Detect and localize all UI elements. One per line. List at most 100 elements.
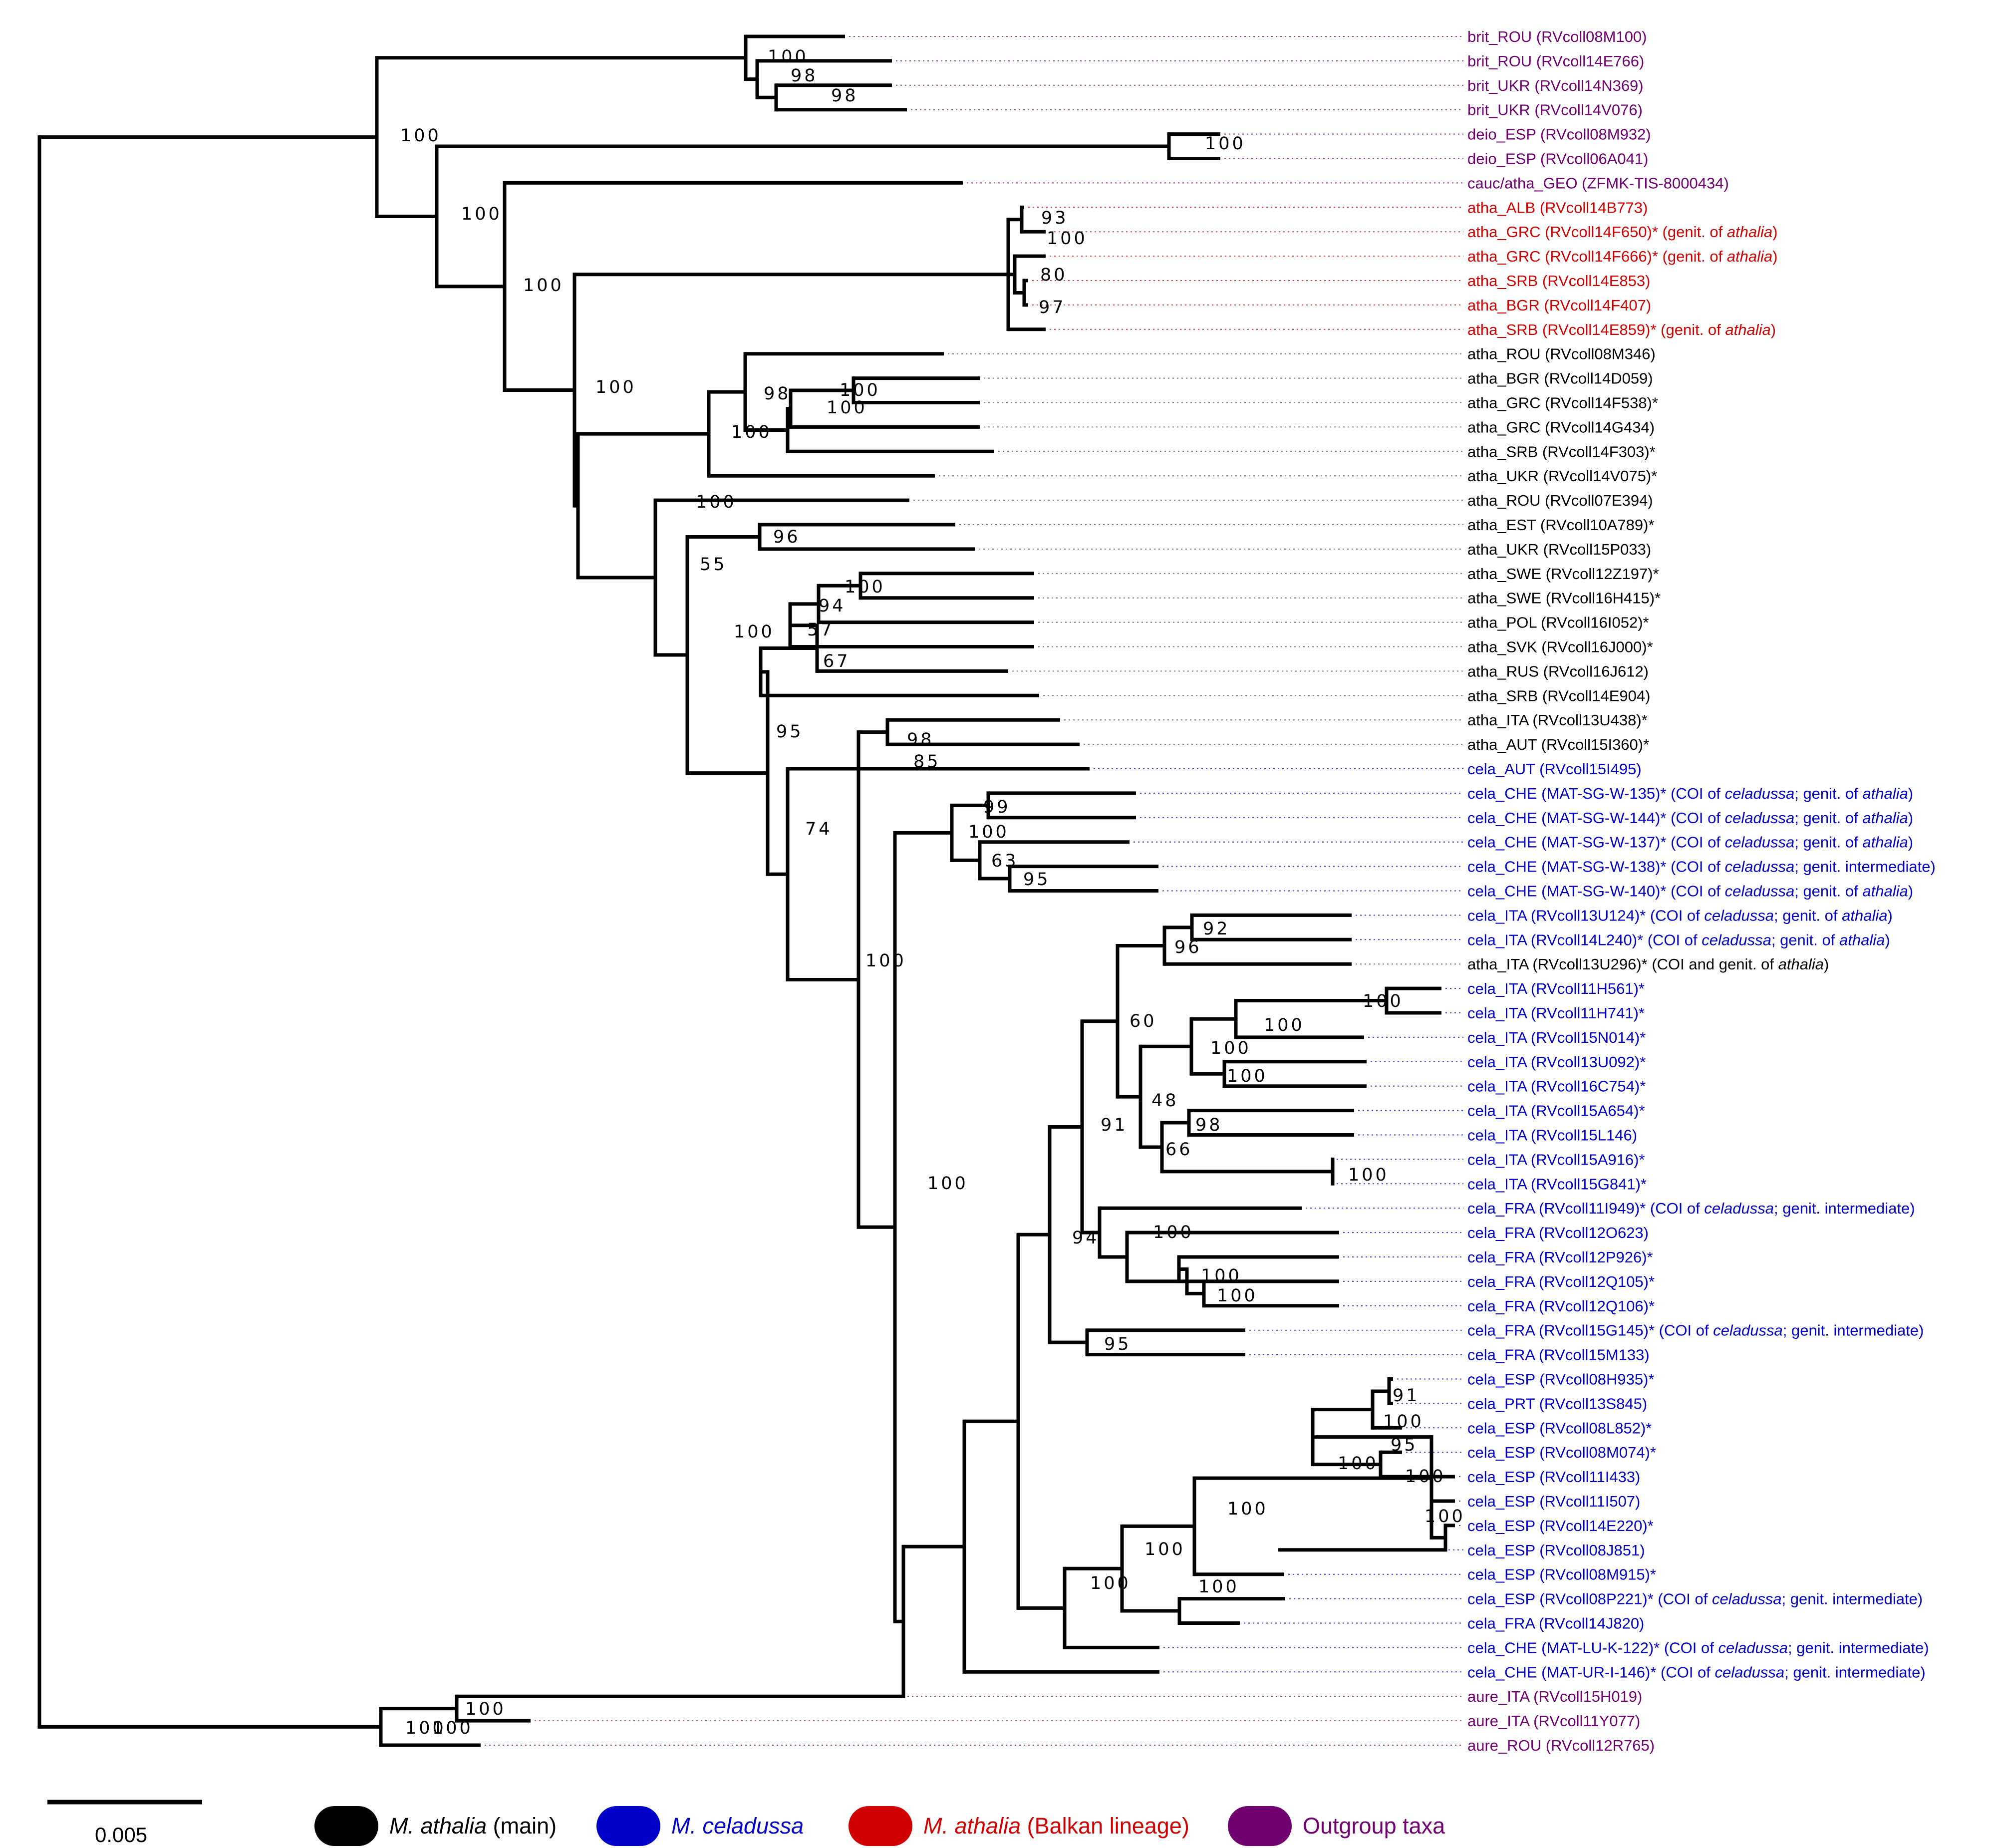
tip-label-part: athalia	[1727, 223, 1772, 241]
tip-label-part: cela_PRT (RVcoll13S845)	[1467, 1395, 1647, 1412]
legend-swatch-celadussa	[596, 1806, 660, 1846]
tip-label-part: celadussa	[1712, 1590, 1782, 1608]
tip-label-part: cela_ESP (RVcoll08L852)*	[1467, 1419, 1652, 1437]
tip-label-part: cela_FRA (RVcoll15M133)	[1467, 1346, 1650, 1364]
tip-label-part: celadussa	[1718, 1639, 1788, 1656]
legend-label-outgroup: Outgroup taxa	[1303, 1813, 1445, 1839]
tip-label-part: atha_RUS (RVcoll16J612)	[1467, 662, 1649, 680]
tip-label-part: )	[1908, 809, 1913, 827]
tip-label-part: athalia	[1862, 785, 1908, 802]
tip-label-part: cela_FRA (RVcoll11I949)* (COI of	[1467, 1200, 1704, 1217]
tip-label-part: cela_ITA (RVcoll13U124)* (COI of	[1467, 907, 1704, 924]
tip-label: cela_ESP (RVcoll14E220)*	[1467, 1517, 1654, 1535]
tip-label-part: atha_SWE (RVcoll16H415)*	[1467, 590, 1661, 607]
support-value: 100	[1153, 1223, 1194, 1242]
tip-label-part: atha_SRB (RVcoll14E904)	[1467, 687, 1650, 704]
tip-label-part: cela_CHE (MAT-UR-I-146)* (COI of	[1467, 1663, 1715, 1681]
tip-label: cela_ITA (RVcoll13U124)* (COI of celadus…	[1467, 907, 1893, 924]
tip-label: cela_ITA (RVcoll13U092)*	[1467, 1053, 1646, 1071]
support-value: 100	[1205, 134, 1246, 154]
tip-label-part: cela_CHE (MAT-SG-W-135)* (COI of	[1467, 785, 1725, 802]
tip-label-part: cela_ITA (RVcoll15A654)*	[1467, 1102, 1645, 1120]
tip-label-part: celadussa	[1713, 1322, 1783, 1339]
support-value: 55	[700, 555, 727, 575]
tip-label: atha_RUS (RVcoll16J612)	[1467, 662, 1649, 680]
tip-label: cela_ESP (RVcoll08M915)*	[1467, 1566, 1656, 1583]
tip-label-part: brit_UKR (RVcoll14N369)	[1467, 77, 1644, 94]
tip-label: cela_CHE (MAT-SG-W-144)* (COI of celadus…	[1467, 809, 1913, 827]
tip-label: cela_FRA (RVcoll12P926)*	[1467, 1248, 1653, 1266]
support-value: 100	[696, 492, 737, 512]
tip-label-part: ; genit. of	[1794, 809, 1862, 827]
tip-label-part: ; genit. of	[1794, 883, 1862, 900]
tip-label-part: cela_ITA (RVcoll15N014)*	[1467, 1029, 1646, 1046]
tip-label-part: cela_ESP (RVcoll08J851)	[1467, 1541, 1645, 1559]
tip-label: cela_ITA (RVcoll15N014)*	[1467, 1029, 1646, 1046]
tip-label-part: athalia	[1862, 809, 1908, 827]
tip-label-part: celadussa	[1725, 883, 1795, 900]
tip-label-part: cela_ESP (RVcoll08P221)* (COI of	[1467, 1590, 1712, 1608]
tip-label-part: celadussa	[1702, 931, 1771, 948]
support-value: 92	[1203, 919, 1230, 939]
tip-label: atha_ITA (RVcoll13U296)* (COI and genit.…	[1467, 955, 1829, 973]
tip-label-part: atha_BGR (RVcoll14D059)	[1467, 370, 1653, 387]
tip-label: atha_EST (RVcoll10A789)*	[1467, 516, 1655, 534]
tip-label: atha_GRC (RVcoll14F650)* (genit. of atha…	[1467, 223, 1777, 241]
legend-swatch-balkan	[849, 1806, 912, 1846]
tip-label-part: atha_UKR (RVcoll14V075)*	[1467, 467, 1657, 485]
support-value: 100	[1201, 1266, 1242, 1286]
support-value: 100	[827, 398, 867, 418]
support-value: 48	[1151, 1091, 1179, 1111]
tip-label: cela_ESP (RVcoll08L852)*	[1467, 1419, 1652, 1437]
tip-label-part: cela_ESP (RVcoll08M074)*	[1467, 1444, 1656, 1461]
tip-label: atha_SRB (RVcoll14E853)	[1467, 272, 1650, 290]
tip-label-part: cela_CHE (MAT-LU-K-122)* (COI of	[1467, 1639, 1718, 1656]
support-value: 100	[1227, 1066, 1268, 1086]
tip-label: aure_ROU (RVcoll12R765)	[1467, 1737, 1655, 1754]
support-value: 95	[1391, 1435, 1418, 1455]
tip-label-part: celadussa	[1704, 907, 1774, 924]
tip-label-part: )	[1824, 955, 1829, 973]
tip-label-part: atha_GRC (RVcoll14G434)	[1467, 418, 1655, 436]
tip-label-part: cela_ITA (RVcoll11H561)*	[1467, 980, 1645, 997]
tip-label: atha_SRB (RVcoll14E859)* (genit. of atha…	[1467, 321, 1776, 338]
support-value: 74	[805, 819, 833, 839]
tip-label: aure_ITA (RVcoll11Y077)	[1467, 1712, 1640, 1730]
tip-label-part: cela_AUT (RVcoll15I495)	[1467, 760, 1642, 778]
tip-label: cela_CHE (MAT-LU-K-122)* (COI of celadus…	[1467, 1639, 1929, 1656]
tip-label-part: cela_CHE (MAT-SG-W-144)* (COI of	[1467, 809, 1725, 827]
tip-label: cela_CHE (MAT-SG-W-135)* (COI of celadus…	[1467, 785, 1913, 802]
support-value: 94	[1072, 1228, 1100, 1248]
support-value: 60	[1130, 1011, 1157, 1031]
tip-label-part: cela_ITA (RVcoll15L146)	[1467, 1127, 1637, 1144]
support-value: 98	[831, 86, 858, 106]
legend-label-part: M. celadussa	[671, 1813, 804, 1839]
tip-label: cauc/atha_GEO (ZFMK-TIS-8000434)	[1467, 174, 1729, 192]
legend-label-part: (main)	[487, 1813, 557, 1839]
legend-label-celadussa: M. celadussa	[671, 1813, 804, 1839]
tip-label-part: atha_ITA (RVcoll13U438)*	[1467, 711, 1648, 729]
tip-label: atha_BGR (RVcoll14F407)	[1467, 297, 1651, 314]
tip-label-part: brit_ROU (RVcoll14E766)	[1467, 52, 1644, 70]
tip-label-part: atha_BGR (RVcoll14F407)	[1467, 297, 1651, 314]
tip-label: cela_ESP (RVcoll08M074)*	[1467, 1444, 1656, 1461]
tip-label-part: )	[1908, 785, 1913, 802]
tip-label-part: aure_ITA (RVcoll15H019)	[1467, 1688, 1642, 1705]
support-value: 95	[1023, 870, 1051, 890]
tip-label-part: )	[1908, 883, 1913, 900]
support-value: 100	[1348, 1165, 1389, 1185]
tip-label-part: )	[1772, 248, 1777, 265]
tip-label-part: cela_FRA (RVcoll15G145)* (COI of	[1467, 1322, 1713, 1339]
tip-label-part: ; genit. intermediate)	[1782, 1590, 1923, 1608]
support-value: 100	[731, 422, 772, 442]
tip-label-part: athalia	[1839, 931, 1885, 948]
tip-label: deio_ESP (RVcoll08M932)	[1467, 126, 1651, 143]
support-value: 100	[1424, 1507, 1465, 1527]
tip-label-part: cela_FRA (RVcoll12O623)	[1467, 1224, 1649, 1241]
tip-label-part: cela_ESP (RVcoll11I433)	[1467, 1468, 1640, 1486]
tip-label-part: brit_ROU (RVcoll08M100)	[1467, 28, 1647, 45]
tip-label: cela_ESP (RVcoll08J851)	[1467, 1541, 1645, 1559]
tip-label: atha_GRC (RVcoll14G434)	[1467, 418, 1655, 436]
tip-label: cela_ESP (RVcoll08P221)* (COI of celadus…	[1467, 1590, 1923, 1608]
